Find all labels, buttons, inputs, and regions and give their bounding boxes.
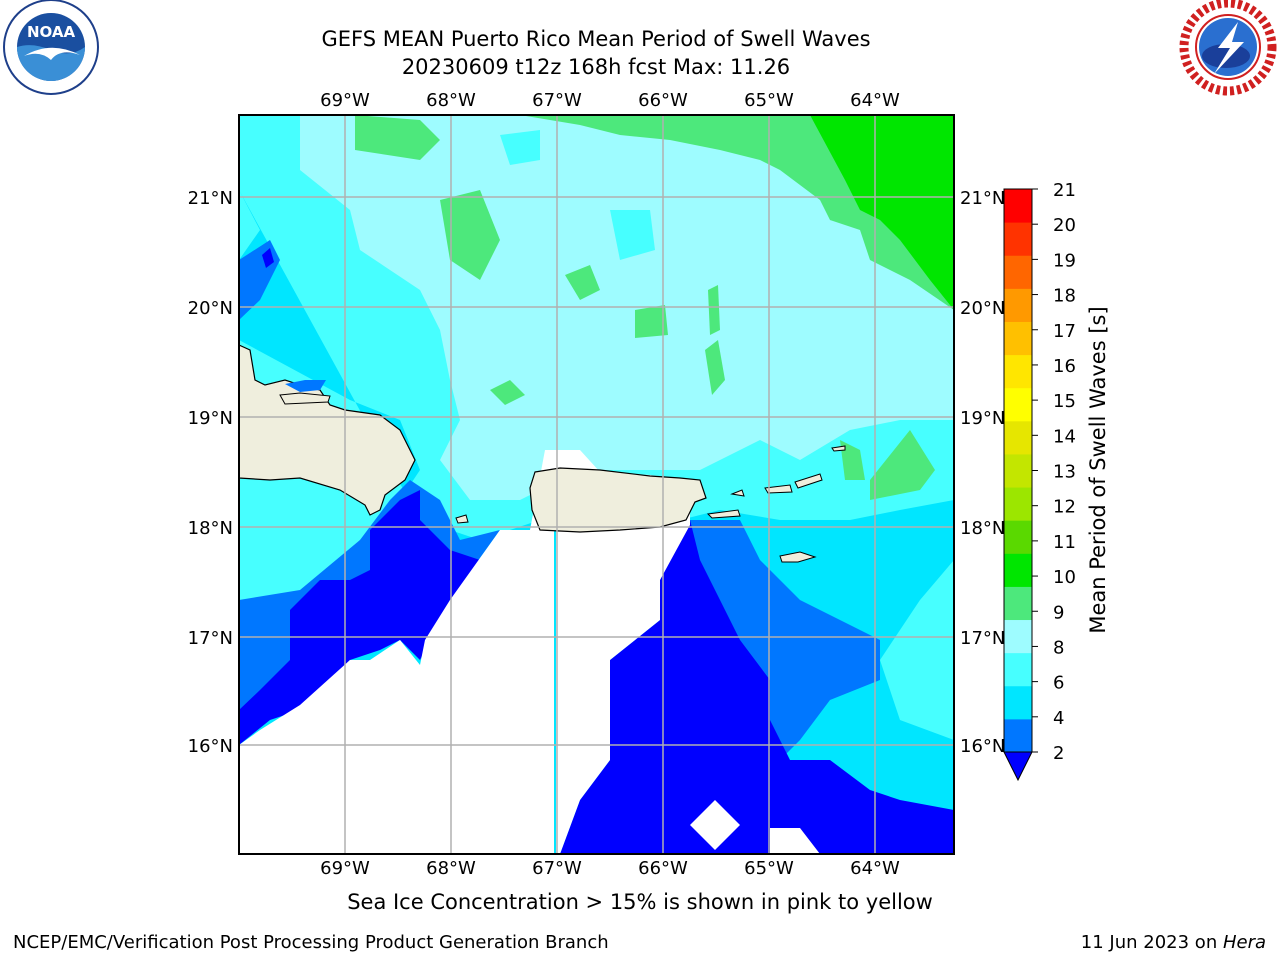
- colorbar-label: Mean Period of Swell Waves [s]: [1086, 306, 1110, 633]
- colorbar-segment: [1004, 255, 1032, 289]
- noaa-logo: NOAA: [3, 0, 99, 95]
- colorbar-segment: [1004, 321, 1032, 356]
- map-frame: [238, 114, 955, 855]
- lat-label: 19°N: [188, 408, 233, 429]
- colorbar: 21 20 19 18 17 16 15 14 13 12 11 10 9 8 6 4 2: [1003, 180, 1076, 782]
- colorbar-tick-label: 19: [1053, 250, 1076, 271]
- colorbar-tick-label: 6: [1053, 673, 1064, 694]
- footer-host: Hera: [1222, 932, 1266, 953]
- colorbar-tick-label: 12: [1053, 497, 1076, 518]
- colorbar-tick-label: 21: [1053, 180, 1076, 201]
- lon-label: 66°W: [638, 858, 688, 879]
- swell-period-field: [239, 115, 954, 854]
- colorbar-segment: [1004, 553, 1032, 587]
- lon-label: 69°W: [320, 90, 370, 111]
- lat-label: 20°N: [188, 298, 233, 319]
- lat-label: 18°N: [188, 518, 233, 539]
- footer-date-text: 11 Jun 2023 on: [1080, 932, 1223, 953]
- sea-ice-note: Sea Ice Concentration > 15% is shown in …: [347, 890, 933, 914]
- colorbar-segment: [1004, 619, 1032, 654]
- lon-label: 65°W: [744, 90, 794, 111]
- lon-label: 64°W: [850, 858, 900, 879]
- colorbar-segment: [1004, 586, 1032, 621]
- lon-label: 69°W: [320, 858, 370, 879]
- colorbar-segment: [1004, 718, 1032, 753]
- lat-label: 17°N: [960, 628, 1005, 649]
- footer-credit: NCEP/EMC/Verification Post Processing Pr…: [13, 932, 609, 953]
- colorbar-tick-label: 17: [1053, 321, 1076, 342]
- lat-labels-right: 21°N 20°N 19°N 18°N 17°N 16°N: [960, 188, 1005, 757]
- colorbar-segment: [1004, 387, 1032, 422]
- lat-label: 17°N: [188, 628, 233, 649]
- colorbar-segment: [1004, 685, 1032, 720]
- lon-label: 67°W: [532, 858, 582, 879]
- colorbar-tick-label: 11: [1053, 532, 1076, 553]
- colorbar-segment: [1004, 652, 1032, 687]
- lat-label: 21°N: [188, 188, 233, 209]
- colorbar-segment: [1004, 487, 1032, 521]
- colorbar-tick-label: 8: [1053, 637, 1064, 658]
- lat-label: 16°N: [960, 736, 1005, 757]
- chart-title: GEFS MEAN Puerto Rico Mean Period of Swe…: [321, 27, 871, 51]
- footer-date: 11 Jun 2023 on Hera: [1081, 932, 1266, 953]
- colorbar-tick-label: 16: [1053, 356, 1076, 377]
- lon-label: 66°W: [638, 90, 688, 111]
- colorbar-tick-label: 18: [1053, 286, 1076, 307]
- colorbar-tick-label: 15: [1053, 391, 1076, 412]
- colorbar-segment: [1004, 288, 1032, 322]
- colorbar-segment: [1004, 453, 1032, 488]
- nws-logo: [1179, 0, 1277, 96]
- lat-labels-left: 21°N 20°N 19°N 18°N 17°N 16°N: [188, 188, 233, 757]
- colorbar-segment: [1004, 222, 1032, 256]
- colorbar-segment: [1004, 520, 1032, 554]
- lat-label: 18°N: [960, 518, 1005, 539]
- lon-labels-bottom: 69°W 68°W 67°W 66°W 65°W 64°W: [320, 858, 900, 879]
- graticule: [239, 115, 954, 854]
- lat-label: 16°N: [188, 736, 233, 757]
- colorbar-tick-label: 9: [1053, 602, 1064, 623]
- lat-label: 20°N: [960, 298, 1005, 319]
- noaa-logo-text: NOAA: [27, 23, 76, 41]
- colorbar-tick-label: 4: [1053, 708, 1064, 729]
- colorbar-segment: [1004, 189, 1032, 223]
- lon-label: 65°W: [744, 858, 794, 879]
- colorbar-segment: [1004, 420, 1032, 455]
- lat-label: 21°N: [960, 188, 1005, 209]
- colorbar-tick-label: 20: [1053, 215, 1076, 236]
- colorbar-tick-label: 13: [1053, 462, 1076, 483]
- lon-label: 68°W: [426, 858, 476, 879]
- chart-subtitle: 20230609 t12z 168h fcst Max: 11.26: [401, 55, 791, 79]
- lon-labels-top: 69°W 68°W 67°W 66°W 65°W 64°W: [320, 90, 900, 111]
- colorbar-tick-label: 2: [1053, 743, 1064, 764]
- lon-label: 68°W: [426, 90, 476, 111]
- lon-label: 67°W: [532, 90, 582, 111]
- colorbar-tick-label: 10: [1053, 567, 1076, 588]
- colorbar-segment: [1004, 354, 1032, 389]
- lon-label: 64°W: [850, 90, 900, 111]
- colorbar-tick-label: 14: [1053, 426, 1076, 447]
- colorbar-extend: [1003, 751, 1033, 782]
- lat-label: 19°N: [960, 408, 1005, 429]
